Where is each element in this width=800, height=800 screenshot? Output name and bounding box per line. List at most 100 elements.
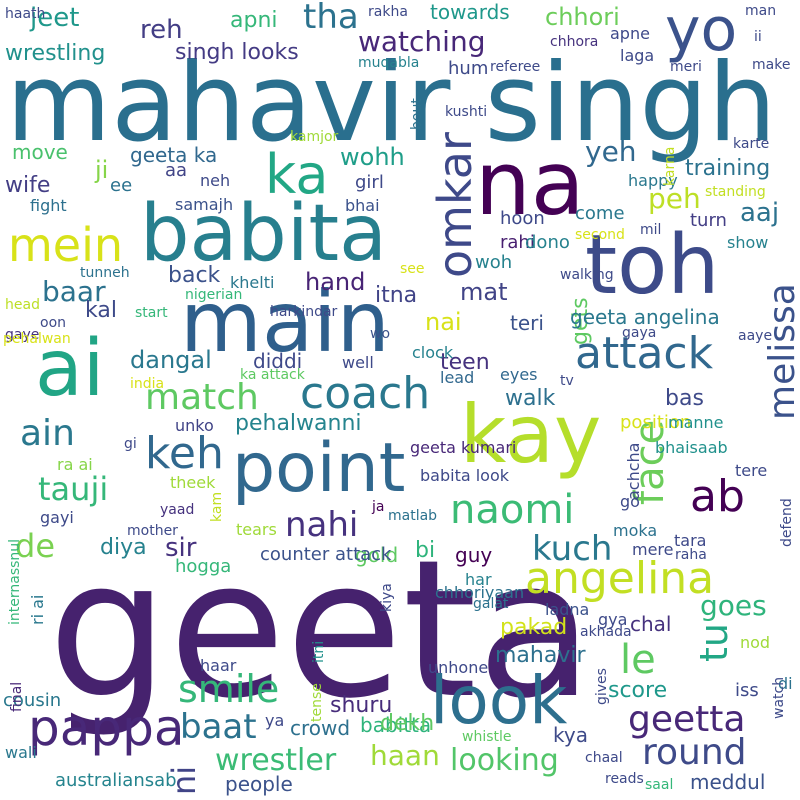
cloud-word: crowd: [290, 716, 351, 740]
cloud-word: ladna: [545, 600, 590, 619]
cloud-word: look: [430, 662, 568, 739]
cloud-word: happy: [628, 171, 678, 190]
cloud-word: eyes: [500, 365, 538, 384]
cloud-word: wife: [5, 173, 51, 198]
cloud-word: ab: [690, 471, 745, 522]
cloud-word: de: [15, 527, 55, 565]
cloud-word: tere: [735, 461, 768, 480]
cloud-word: reads: [605, 771, 644, 787]
cloud-word: baat: [180, 707, 257, 747]
cloud-word: di: [778, 674, 793, 693]
cloud-word: har: [465, 570, 492, 589]
cloud-word: fight: [30, 196, 67, 215]
cloud-word: geeta angelina: [570, 305, 720, 329]
cloud-word: matlab: [388, 508, 438, 524]
cloud-word: watching: [358, 25, 486, 58]
cloud-word: coach: [300, 368, 431, 419]
cloud-word: iss: [735, 680, 759, 701]
cloud-word: second: [575, 227, 625, 243]
cloud-word: round: [642, 732, 747, 773]
cloud-word: haan: [370, 739, 440, 772]
cloud-word: geeta: [48, 519, 594, 740]
cloud-word: tv: [560, 373, 574, 389]
cloud-word: aa: [165, 160, 188, 181]
cloud-word: muqabla: [358, 55, 420, 71]
cloud-word: chhoriyaan: [435, 583, 525, 602]
cloud-word: oon: [40, 315, 67, 331]
cloud-word: nai: [425, 308, 462, 336]
cloud-word: training: [685, 156, 771, 181]
cloud-word: melissa: [762, 283, 800, 420]
cloud-word: teri: [510, 311, 544, 335]
cloud-word: gya: [598, 610, 628, 629]
cloud-word: bas: [665, 386, 704, 411]
cloud-word: watch: [771, 676, 787, 719]
cloud-word: mother: [127, 523, 178, 539]
cloud-word: gaye: [5, 327, 40, 343]
cloud-word: tears: [236, 520, 277, 539]
cloud-word: teen: [440, 350, 490, 375]
cloud-word: neh: [200, 171, 231, 190]
cloud-word: walking: [560, 267, 614, 283]
cloud-word: theek: [170, 473, 216, 492]
cloud-word: tu: [692, 623, 736, 662]
cloud-word: yeh: [585, 135, 637, 168]
cloud-word: ya: [265, 711, 285, 730]
cloud-word: babita look: [420, 466, 510, 485]
cloud-word: cousin: [3, 690, 62, 711]
cloud-word: ji: [95, 156, 109, 184]
cloud-word: raha: [675, 547, 707, 563]
cloud-word: wrestler: [215, 743, 337, 778]
cloud-word: akhada: [580, 624, 632, 640]
cloud-word: back: [168, 263, 221, 288]
cloud-word: attack: [575, 328, 714, 379]
cloud-word: people: [225, 772, 293, 796]
cloud-word: nahi: [285, 505, 359, 545]
cloud-word: defend: [779, 498, 795, 547]
cloud-word: kya: [553, 723, 588, 747]
cloud-word: india: [130, 376, 165, 392]
cloud-word: hum: [448, 58, 489, 79]
cloud-word: tha: [303, 0, 359, 37]
cloud-word: internassnul: [7, 538, 23, 625]
cloud-word: mere: [632, 540, 674, 559]
cloud-word: kal: [85, 298, 117, 323]
cloud-word: khelti: [230, 273, 275, 292]
cloud-word: ka: [265, 143, 329, 206]
cloud-word: gives: [594, 668, 610, 705]
cloud-word: tunneh: [80, 265, 130, 281]
cloud-word: point: [232, 429, 406, 508]
cloud-word: chal: [630, 612, 672, 636]
cloud-word: rahi: [500, 232, 535, 253]
cloud-word: peh: [648, 182, 701, 215]
cloud-word: make: [752, 57, 791, 73]
cloud-word: gold: [355, 543, 399, 567]
cloud-word: wo: [370, 326, 391, 342]
cloud-word: clock: [412, 343, 454, 362]
cloud-word: position: [620, 412, 692, 433]
cloud-word: kay: [460, 388, 602, 481]
cloud-word: come: [575, 203, 625, 224]
cloud-word: mein: [8, 218, 124, 272]
cloud-word: wohh: [340, 143, 405, 171]
cloud-word: gayi: [40, 508, 74, 527]
cloud-word: ii: [754, 29, 762, 45]
cloud-word: apni: [230, 8, 278, 33]
cloud-word: bhaisaab: [655, 438, 728, 457]
cloud-word: kamjor: [290, 129, 339, 145]
cloud-word: mil: [640, 222, 662, 238]
cloud-word: go: [620, 492, 640, 511]
cloud-word: well: [342, 353, 374, 372]
cloud-word: move: [12, 140, 68, 164]
cloud-word: tauji: [38, 470, 109, 508]
cloud-word: match: [145, 377, 259, 418]
cloud-word: nod: [740, 633, 771, 652]
cloud-word: rakha: [368, 4, 408, 20]
cloud-word: unhone: [428, 658, 489, 677]
cloud-word: score: [608, 678, 668, 703]
cloud-word: australiansab: [55, 770, 177, 791]
cloud-word: yo: [665, 0, 738, 65]
cloud-word: pehalwan: [3, 331, 71, 347]
cloud-word: dono: [525, 232, 570, 253]
cloud-word: gi: [124, 436, 137, 452]
